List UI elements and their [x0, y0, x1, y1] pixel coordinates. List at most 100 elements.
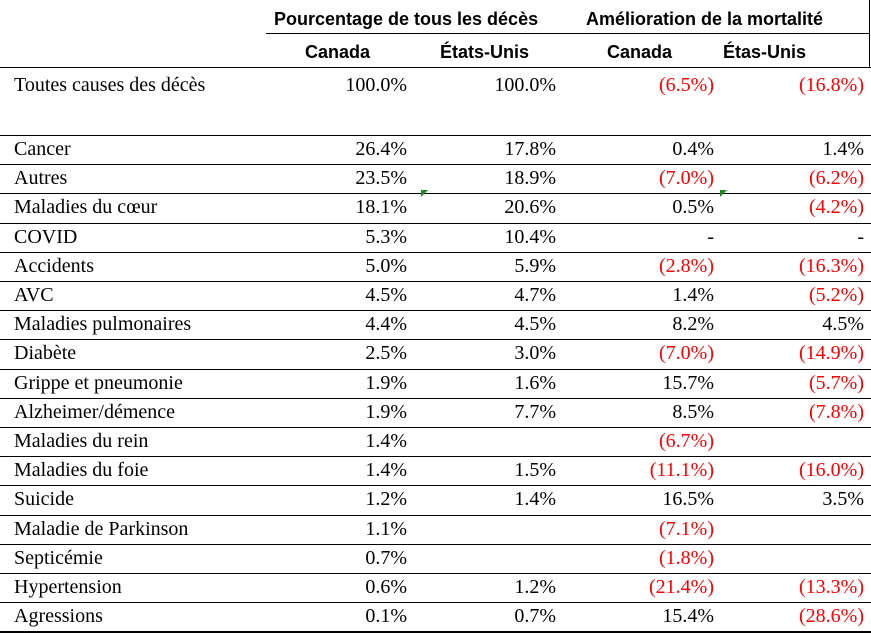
row-divider [0, 456, 871, 457]
row-2-cell-us-mort: (4.2%) [809, 196, 864, 218]
row-divider [0, 223, 871, 224]
comment-marker-canada-mort [720, 190, 727, 197]
row-divider [0, 339, 871, 340]
row-8-row-label: Grippe et pneumonie [14, 372, 183, 394]
row-16-cell-us-pct: 0.7% [514, 605, 556, 627]
header-col-us-pct: États-Unis [440, 42, 530, 62]
header-underline-group [266, 33, 870, 34]
row-6-cell-canada-pct: 4.4% [365, 313, 407, 335]
total-row-cell-us-pct: 100.0% [494, 74, 556, 96]
row-divider [0, 544, 871, 545]
row-13-cell-canada-pct: 1.1% [365, 518, 407, 540]
row-12-cell-us-pct: 1.4% [514, 488, 556, 510]
row-9-cell-us-pct: 7.7% [514, 401, 556, 423]
row-15-row-label: Hypertension [14, 576, 122, 598]
row-1-cell-canada-mort: (7.0%) [659, 167, 714, 189]
row-13-cell-canada-mort: (7.1%) [659, 518, 714, 540]
row-11-row-label: Maladies du foie [14, 459, 149, 481]
row-9-cell-us-mort: (7.8%) [809, 401, 864, 423]
row-15-cell-us-mort: (13.3%) [799, 576, 864, 598]
row-12-cell-canada-mort: 16.5% [662, 488, 714, 510]
row-3-cell-us-pct: 10.4% [504, 226, 556, 248]
row-2-cell-us-pct: 20.6% [504, 196, 556, 218]
row-4-cell-canada-mort: (2.8%) [659, 255, 714, 277]
right-border [869, 0, 870, 68]
row-15-cell-us-pct: 1.2% [514, 576, 556, 598]
row-0-cell-canada-pct: 26.4% [355, 138, 407, 160]
row-5-cell-us-pct: 4.7% [514, 284, 556, 306]
row-2-row-label: Maladies du cœur [14, 196, 158, 218]
row-5-cell-us-mort: (5.2%) [809, 284, 864, 306]
row-8-cell-canada-pct: 1.9% [365, 372, 407, 394]
total-row-cell-canada-pct: 100.0% [345, 74, 407, 96]
row-14-cell-canada-pct: 0.7% [365, 547, 407, 569]
total-row-cell-canada-mort: (6.5%) [659, 74, 714, 96]
row-15-cell-canada-pct: 0.6% [365, 576, 407, 598]
row-16-row-label: Agressions [14, 605, 103, 627]
row-0-cell-us-pct: 17.8% [504, 138, 556, 160]
row-10-row-label: Maladies du rein [14, 430, 149, 452]
row-6-cell-us-pct: 4.5% [514, 313, 556, 335]
row-13-row-label: Maladie de Parkinson [14, 518, 189, 540]
row-6-cell-canada-mort: 8.2% [672, 313, 714, 335]
row-9-cell-canada-pct: 1.9% [365, 401, 407, 423]
row-15-cell-canada-mort: (21.4%) [649, 576, 714, 598]
row-divider [0, 515, 871, 516]
row-11-cell-us-pct: 1.5% [514, 459, 556, 481]
row-9-row-label: Alzheimer/démence [14, 401, 176, 423]
row-divider [0, 485, 871, 486]
row-0-cell-canada-mort: 0.4% [672, 138, 714, 160]
row-divider [0, 281, 871, 282]
row-3-cell-us-mort: - [857, 226, 864, 248]
row-16-cell-canada-pct: 0.1% [365, 605, 407, 627]
row-8-cell-us-pct: 1.6% [514, 372, 556, 394]
row-divider [0, 369, 871, 370]
row-2-cell-canada-pct: 18.1% [355, 196, 407, 218]
row-7-cell-us-mort: (14.9%) [799, 342, 864, 364]
row-divider [0, 135, 871, 136]
row-divider [0, 193, 871, 194]
row-6-row-label: Maladies pulmonaires [14, 313, 192, 335]
row-7-row-label: Diabète [14, 342, 77, 364]
row-divider [0, 398, 871, 399]
header-col-canada-mort: Canada [607, 42, 673, 62]
row-16-cell-canada-mort: 15.4% [662, 605, 714, 627]
row-0-cell-us-mort: 1.4% [822, 138, 864, 160]
row-3-row-label: COVID [14, 226, 78, 248]
row-0-row-label: Cancer [14, 138, 71, 160]
row-1-cell-us-pct: 18.9% [504, 167, 556, 189]
row-divider [0, 602, 871, 603]
row-4-row-label: Accidents [14, 255, 94, 277]
total-row-cell-us-mort: (16.8%) [799, 74, 864, 96]
row-3-cell-canada-mort: - [707, 226, 714, 248]
row-divider [0, 164, 871, 165]
row-12-row-label: Suicide [14, 488, 74, 510]
row-4-cell-us-pct: 5.9% [514, 255, 556, 277]
row-divider [0, 252, 871, 253]
row-7-cell-us-pct: 3.0% [514, 342, 556, 364]
row-11-cell-canada-pct: 1.4% [365, 459, 407, 481]
header-col-canada-pct: Canada [305, 42, 371, 62]
row-6-cell-us-mort: 4.5% [822, 313, 864, 335]
row-5-cell-canada-pct: 4.5% [365, 284, 407, 306]
row-9-cell-canada-mort: 8.5% [672, 401, 714, 423]
row-divider [0, 427, 871, 428]
row-14-row-label: Septicémie [14, 547, 103, 569]
row-1-row-label: Autres [14, 167, 68, 189]
row-7-cell-canada-pct: 2.5% [365, 342, 407, 364]
row-8-cell-canada-mort: 15.7% [662, 372, 714, 394]
row-12-cell-canada-pct: 1.2% [365, 488, 407, 510]
total-row-row-label: Toutes causes des décès [14, 74, 206, 96]
row-2-cell-canada-mort: 0.5% [672, 196, 714, 218]
row-16-cell-us-mort: (28.6%) [799, 605, 864, 627]
row-7-cell-canada-mort: (7.0%) [659, 342, 714, 364]
row-11-cell-us-mort: (16.0%) [799, 459, 864, 481]
header-col-us-mort: Étas-Unis [723, 42, 807, 62]
row-12-cell-us-mort: 3.5% [822, 488, 864, 510]
header-group-mortality: Amélioration de la mortalité [586, 9, 824, 29]
row-5-cell-canada-mort: 1.4% [672, 284, 714, 306]
header-group-pct: Pourcentage de tous les décès [274, 9, 539, 29]
header-underline-cols [0, 67, 871, 68]
row-14-cell-canada-mort: (1.8%) [659, 547, 714, 569]
